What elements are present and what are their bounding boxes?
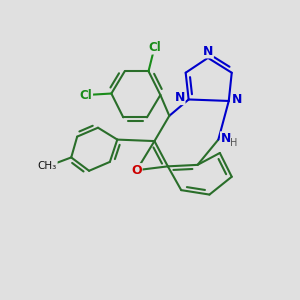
Text: O: O [131,164,142,177]
Text: N: N [232,93,242,106]
Text: N: N [220,132,231,145]
Text: Cl: Cl [80,88,92,101]
Text: N: N [203,45,213,58]
Text: Cl: Cl [148,41,161,54]
Text: CH₃: CH₃ [38,161,57,171]
Text: N: N [175,92,185,104]
Text: H: H [230,138,238,148]
